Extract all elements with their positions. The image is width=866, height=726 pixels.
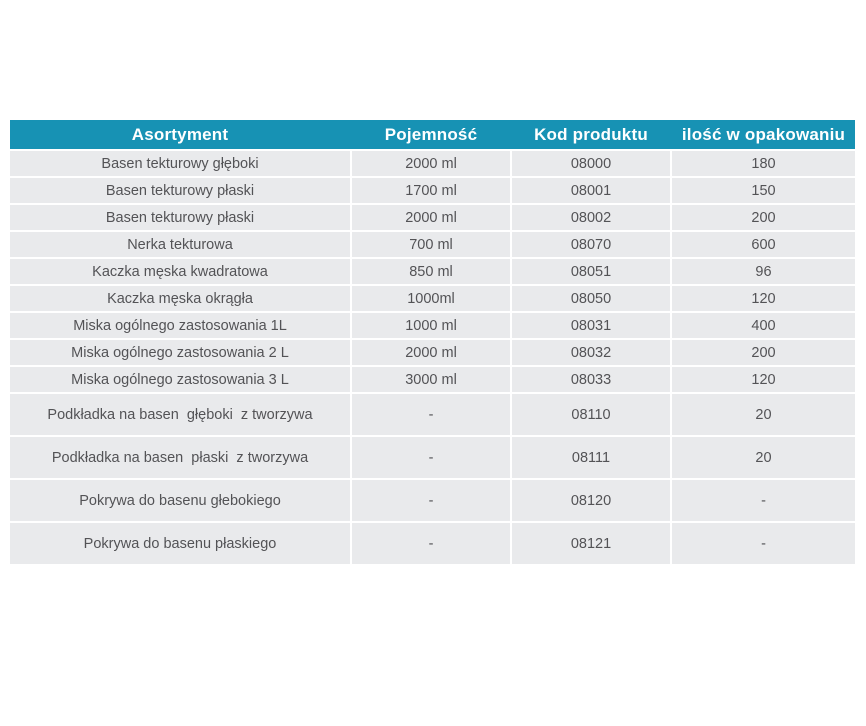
cell-pojemnosc: - (352, 394, 510, 435)
cell-asortyment: Kaczka męska okrągła (10, 286, 350, 311)
cell-pojemnosc: 3000 ml (352, 367, 510, 392)
cell-ilosc: 600 (672, 232, 855, 257)
cell-asortyment: Miska ogólnego zastosowania 2 L (10, 340, 350, 365)
table-row: Nerka tekturowa 700 ml 08070 600 (10, 232, 855, 257)
cell-pojemnosc: - (352, 437, 510, 478)
cell-pojemnosc: 1000 ml (352, 313, 510, 338)
table-row: Basen tekturowy płaski 2000 ml 08002 200 (10, 205, 855, 230)
cell-pojemnosc: 1000ml (352, 286, 510, 311)
cell-asortyment: Basen tekturowy płaski (10, 178, 350, 203)
cell-pojemnosc: - (352, 480, 510, 521)
column-header-ilosc: ilość w opakowaniu (681, 124, 846, 144)
cell-ilosc: 400 (672, 313, 855, 338)
table-header-row: Asortyment Pojemność Kod produktu ilość … (10, 120, 855, 149)
cell-kod: 08050 (512, 286, 670, 311)
product-table: Asortyment Pojemność Kod produktu ilość … (10, 120, 855, 564)
table-row: Kaczka męska okrągła 1000ml 08050 120 (10, 286, 855, 311)
cell-ilosc: 96 (672, 259, 855, 284)
cell-asortyment: Podkładka na basen głęboki z tworzywa (10, 394, 350, 435)
cell-ilosc: - (672, 480, 855, 521)
cell-kod: 08032 (512, 340, 670, 365)
cell-asortyment: Podkładka na basen płaski z tworzywa (10, 437, 350, 478)
cell-asortyment: Pokrywa do basenu płaskiego (10, 523, 350, 564)
column-header-pojemnosc: Pojemność (384, 124, 478, 144)
column-header-asortyment: Asortyment (131, 124, 229, 144)
cell-ilosc: 120 (672, 286, 855, 311)
cell-asortyment: Pokrywa do basenu głebokiego (10, 480, 350, 521)
cell-kod: 08000 (512, 151, 670, 176)
cell-kod: 08051 (512, 259, 670, 284)
table-row: Miska ogólnego zastosowania 2 L 2000 ml … (10, 340, 855, 365)
cell-ilosc: 200 (672, 340, 855, 365)
cell-kod: 08121 (512, 523, 670, 564)
cell-ilosc: 20 (672, 394, 855, 435)
cell-kod: 08070 (512, 232, 670, 257)
cell-ilosc: 20 (672, 437, 855, 478)
cell-ilosc: 180 (672, 151, 855, 176)
table-row: Pokrywa do basenu płaskiego - 08121 - (10, 523, 855, 564)
cell-pojemnosc: 850 ml (352, 259, 510, 284)
cell-pojemnosc: 700 ml (352, 232, 510, 257)
table-row: Basen tekturowy płaski 1700 ml 08001 150 (10, 178, 855, 203)
table-row: Basen tekturowy głęboki 2000 ml 08000 18… (10, 151, 855, 176)
cell-ilosc: 120 (672, 367, 855, 392)
cell-kod: 08111 (512, 437, 670, 478)
cell-pojemnosc: 2000 ml (352, 205, 510, 230)
cell-asortyment: Miska ogólnego zastosowania 3 L (10, 367, 350, 392)
cell-kod: 08001 (512, 178, 670, 203)
cell-pojemnosc: 2000 ml (352, 151, 510, 176)
table-row: Pokrywa do basenu głebokiego - 08120 - (10, 480, 855, 521)
cell-asortyment: Kaczka męska kwadratowa (10, 259, 350, 284)
cell-kod: 08031 (512, 313, 670, 338)
cell-asortyment: Nerka tekturowa (10, 232, 350, 257)
table-row: Miska ogólnego zastosowania 1L 1000 ml 0… (10, 313, 855, 338)
cell-kod: 08110 (512, 394, 670, 435)
cell-pojemnosc: - (352, 523, 510, 564)
cell-asortyment: Miska ogólnego zastosowania 1L (10, 313, 350, 338)
cell-kod: 08002 (512, 205, 670, 230)
cell-ilosc: - (672, 523, 855, 564)
table-row: Podkładka na basen płaski z tworzywa - 0… (10, 437, 855, 478)
cell-ilosc: 200 (672, 205, 855, 230)
cell-asortyment: Basen tekturowy głęboki (10, 151, 350, 176)
cell-kod: 08033 (512, 367, 670, 392)
cell-kod: 08120 (512, 480, 670, 521)
table-row: Podkładka na basen głęboki z tworzywa - … (10, 394, 855, 435)
cell-ilosc: 150 (672, 178, 855, 203)
cell-asortyment: Basen tekturowy płaski (10, 205, 350, 230)
cell-pojemnosc: 1700 ml (352, 178, 510, 203)
column-header-kod-produktu: Kod produktu (534, 124, 648, 144)
table-row: Miska ogólnego zastosowania 3 L 3000 ml … (10, 367, 855, 392)
table-row: Kaczka męska kwadratowa 850 ml 08051 96 (10, 259, 855, 284)
cell-pojemnosc: 2000 ml (352, 340, 510, 365)
